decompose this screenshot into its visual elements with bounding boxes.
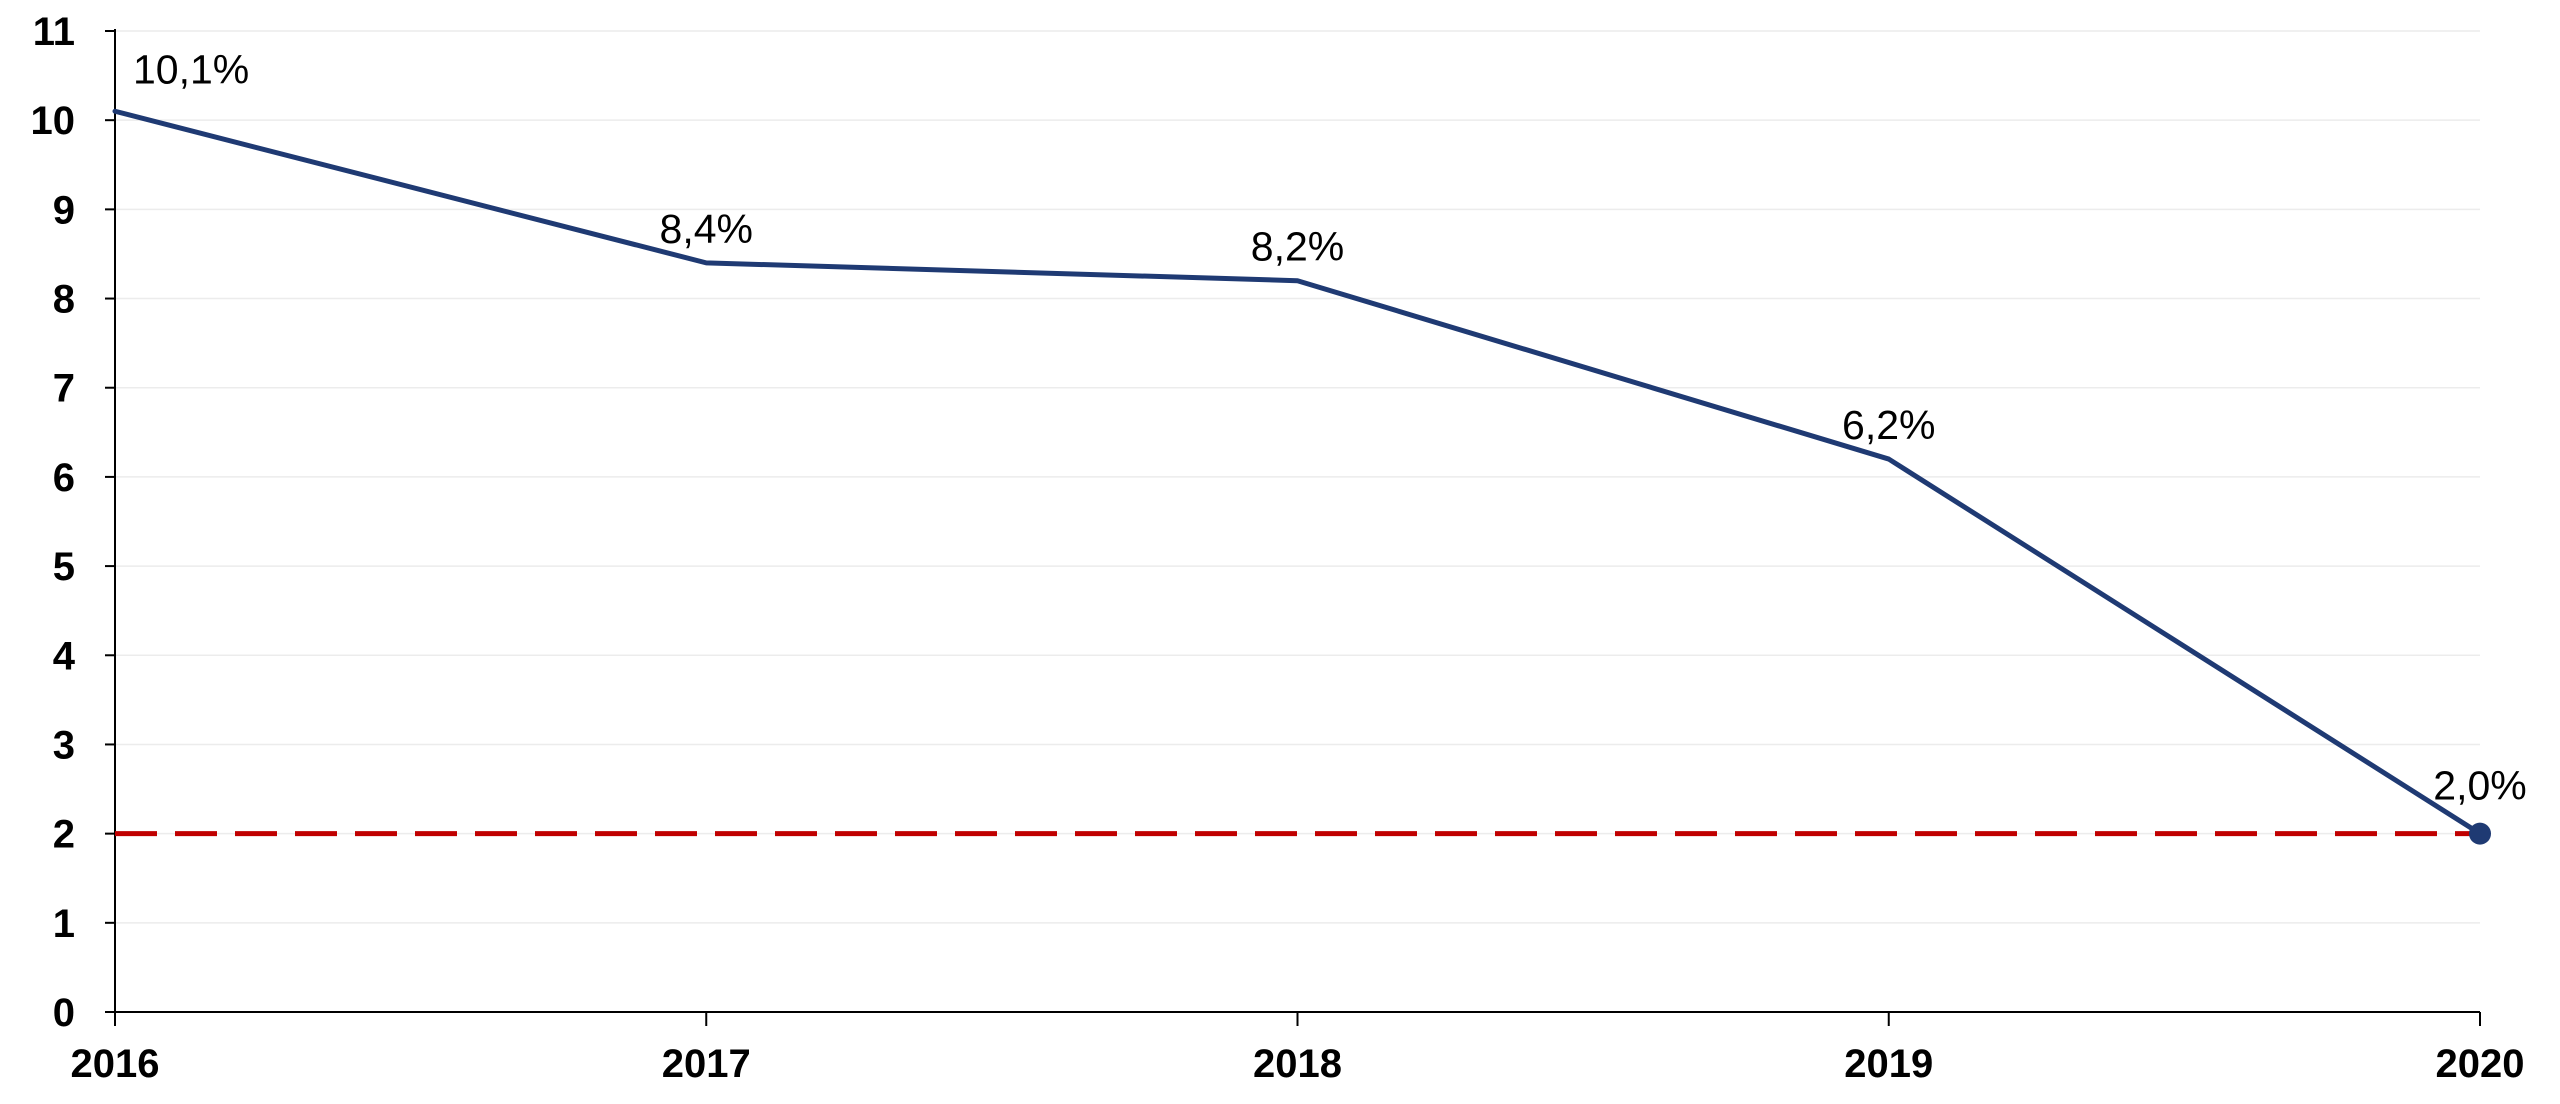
- y-tick-label: 4: [53, 634, 76, 678]
- x-tick-label: 2019: [1844, 1042, 1933, 1086]
- y-tick-label: 8: [53, 278, 75, 322]
- y-tick-label: 1: [53, 902, 75, 946]
- y-tick-label: 7: [53, 367, 75, 411]
- y-tick-label: 3: [53, 723, 75, 767]
- y-tick-label: 11: [33, 10, 75, 54]
- data-label: 2,0%: [2433, 763, 2526, 809]
- y-tick-label: 0: [53, 991, 75, 1035]
- y-tick-label: 2: [53, 813, 75, 857]
- data-label: 6,2%: [1842, 402, 1935, 448]
- y-tick-label: 5: [53, 545, 75, 589]
- series-layer: [112, 108, 2491, 845]
- y-tick-label: 10: [31, 99, 76, 143]
- data-labels: 10,1% 8,4% 8,2% 6,2% 2,0%: [133, 46, 2527, 808]
- axes: 0 1 2 3 4 5 6 7 8 9 10 11 2016 2017 2018 2019 2020: [31, 10, 2525, 1086]
- series-line: [112, 108, 2483, 837]
- x-tick-label: 2016: [71, 1042, 160, 1086]
- x-tick-label: 2018: [1253, 1042, 1342, 1086]
- x-tick-label: 2017: [662, 1042, 751, 1086]
- data-point-marker: [2469, 822, 2491, 845]
- y-tick-label: 9: [53, 188, 75, 232]
- data-label: 10,1%: [133, 46, 249, 92]
- data-label: 8,2%: [1251, 224, 1344, 270]
- data-label: 8,4%: [660, 206, 753, 252]
- x-tick-label: 2020: [2436, 1042, 2525, 1086]
- y-tick-label: 6: [53, 456, 75, 500]
- gridlines: [115, 30, 2480, 924]
